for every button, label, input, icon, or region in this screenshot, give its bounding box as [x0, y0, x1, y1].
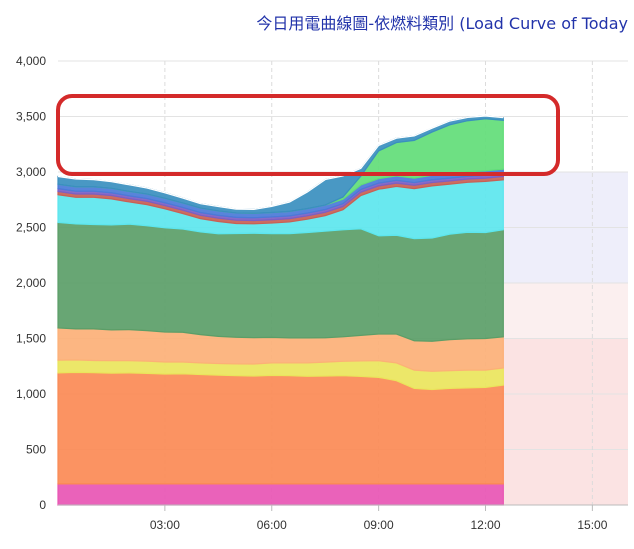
y-tick-label: 500 [26, 443, 46, 457]
total-load-line [57, 115, 504, 211]
x-tick-label: 06:00 [257, 518, 287, 532]
x-tick-label: 15:00 [577, 518, 607, 532]
axes [58, 504, 628, 511]
chart-title: 今日用電曲線圖-依燃料類別 (Load Curve of Today [256, 14, 628, 33]
series-area-4 [57, 221, 504, 342]
x-tick-label: 12:00 [470, 518, 500, 532]
x-tick-label: 09:00 [364, 518, 394, 532]
band-0 [503, 338, 628, 505]
highlight-box [56, 94, 560, 176]
overlay [56, 94, 560, 176]
y-tick-label: 1,500 [16, 332, 46, 346]
series-area-0 [57, 483, 504, 506]
tick-labels: 0 500 1,000 1,500 2,000 2,500 3,000 3,500 4,000 0… [16, 54, 608, 532]
band-1 [503, 283, 628, 339]
y-tick-label: 4,000 [16, 54, 46, 68]
y-tick-label: 0 [39, 498, 46, 512]
y-tick-label: 2,000 [16, 276, 46, 290]
y-tick-label: 2,500 [16, 221, 46, 235]
y-tick-label: 1,000 [16, 387, 46, 401]
y-tick-label: 3,000 [16, 165, 46, 179]
y-tick-label: 3,500 [16, 110, 46, 124]
x-tick-label: 03:00 [150, 518, 180, 532]
